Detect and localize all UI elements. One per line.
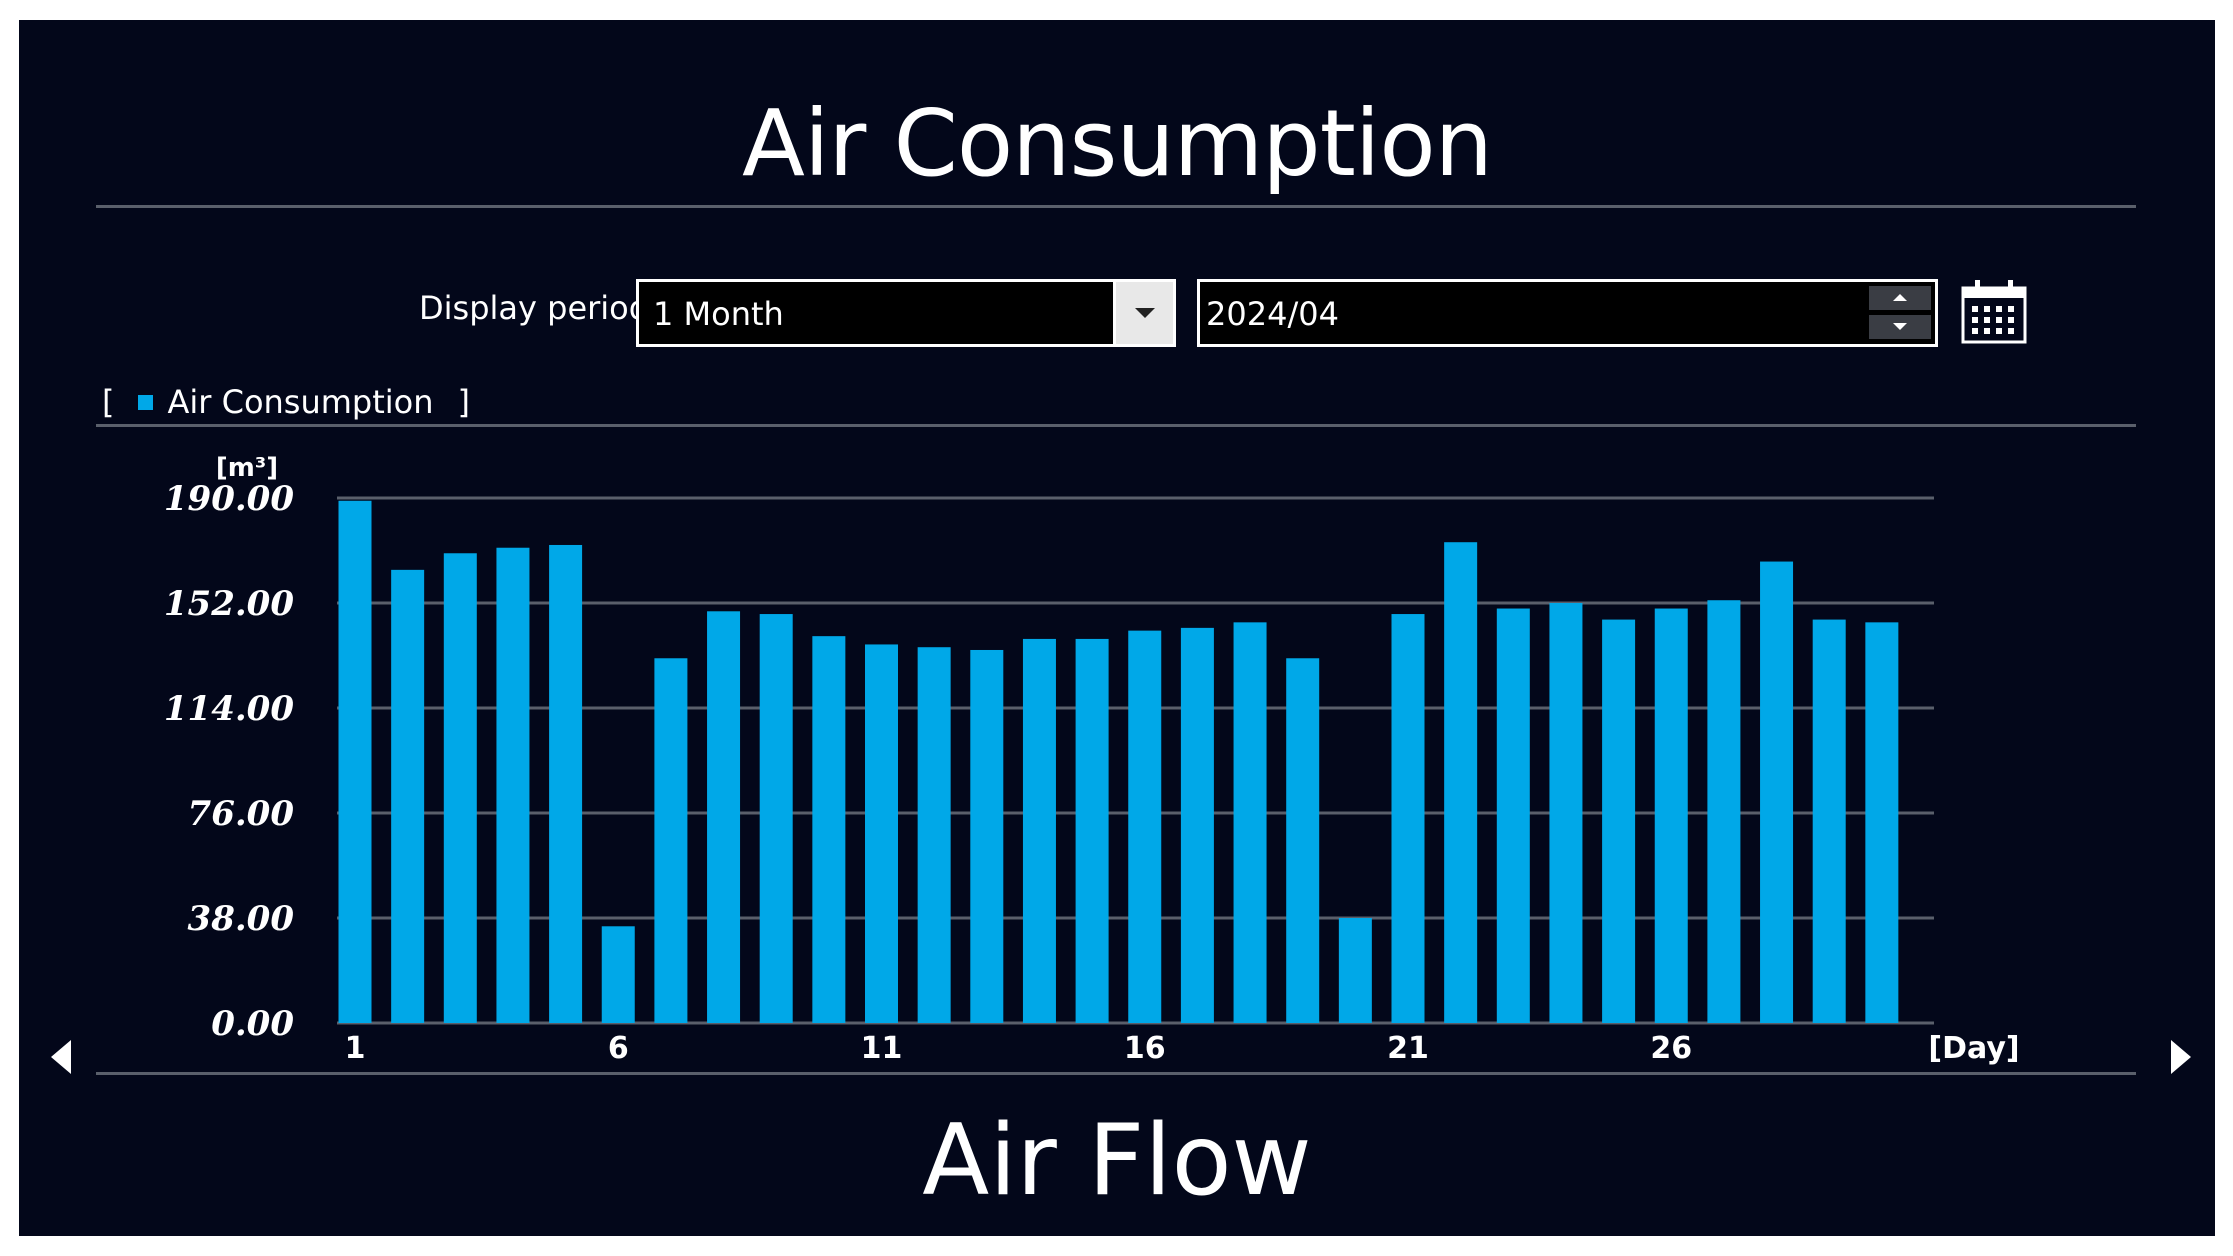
bar <box>865 644 898 1023</box>
legend-close-bracket: ] <box>457 383 471 421</box>
bar <box>1233 622 1267 1023</box>
bar <box>1075 638 1109 1023</box>
y-tick-label: 38.00 <box>188 899 295 939</box>
x-tick-label: 11 <box>861 1031 903 1066</box>
display-period-select[interactable]: 1 Month <box>636 279 1176 347</box>
bar <box>1391 614 1425 1023</box>
bar <box>970 649 1004 1023</box>
y-tick-label: 0.00 <box>211 1004 294 1044</box>
title-divider <box>96 205 2136 208</box>
bar <box>1022 638 1056 1023</box>
calendar-icon <box>1961 280 2027 344</box>
bar <box>1654 608 1688 1023</box>
bar <box>1444 542 1478 1023</box>
calendar-button[interactable] <box>1959 278 2029 346</box>
app-screen: Air Consumption Display period 1 Month 2… <box>19 20 2215 1236</box>
display-period-label: Display period <box>419 289 650 327</box>
date-value: 2024/04 <box>1206 295 1339 333</box>
bar <box>707 611 741 1023</box>
chart-legend: [ Air Consumption] <box>102 386 470 418</box>
bar <box>496 547 530 1023</box>
y-tick-label: 190.00 <box>164 479 294 519</box>
x-tick-label: 26 <box>1650 1031 1692 1066</box>
bar <box>549 544 583 1023</box>
display-period-value: 1 Month <box>653 295 784 333</box>
chart-bottom-divider <box>96 1072 2136 1075</box>
bar <box>917 647 951 1023</box>
bar <box>1549 603 1583 1023</box>
date-field[interactable]: 2024/04 <box>1197 279 1938 347</box>
bar <box>601 926 635 1023</box>
bar <box>759 614 793 1023</box>
bar <box>1180 627 1214 1023</box>
page-title: Air Consumption <box>742 90 1493 197</box>
spinner-down-button[interactable] <box>1869 315 1931 339</box>
x-tick-label: 1 <box>345 1031 366 1066</box>
bar <box>1707 600 1741 1023</box>
spinner-up-button[interactable] <box>1869 286 1931 310</box>
bar <box>1496 608 1530 1023</box>
bar <box>1760 561 1794 1023</box>
legend-swatch <box>138 394 154 410</box>
bar <box>338 500 372 1023</box>
bar <box>1865 622 1899 1023</box>
date-spinner[interactable] <box>1869 286 1931 340</box>
y-tick-label: 152.00 <box>164 584 294 624</box>
x-tick-label: 6 <box>608 1031 629 1066</box>
bar <box>1128 630 1162 1023</box>
legend-divider <box>96 424 2136 427</box>
x-tick-label: 21 <box>1387 1031 1429 1066</box>
bar <box>1602 619 1636 1023</box>
bar <box>1338 918 1372 1023</box>
bar <box>1286 658 1320 1023</box>
triangle-left-icon[interactable] <box>51 1040 71 1074</box>
y-tick-label: 114.00 <box>164 689 294 729</box>
bar <box>443 553 477 1023</box>
figure-caption: Air Flow <box>922 1104 1312 1218</box>
chevron-down-icon <box>1135 308 1155 318</box>
y-tick-label: 76.00 <box>188 794 295 834</box>
triangle-right-icon[interactable] <box>2171 1040 2191 1074</box>
dropdown-button[interactable] <box>1113 282 1173 344</box>
bar <box>1812 619 1846 1023</box>
bar <box>391 569 425 1023</box>
y-axis-label: [m³] <box>216 453 278 483</box>
x-axis-label: [Day] <box>1928 1031 2019 1066</box>
legend-label: Air Consumption <box>167 383 434 421</box>
bar <box>654 658 688 1023</box>
x-tick-label: 16 <box>1124 1031 1166 1066</box>
legend-open-bracket: [ <box>102 383 115 421</box>
bar <box>812 636 846 1023</box>
